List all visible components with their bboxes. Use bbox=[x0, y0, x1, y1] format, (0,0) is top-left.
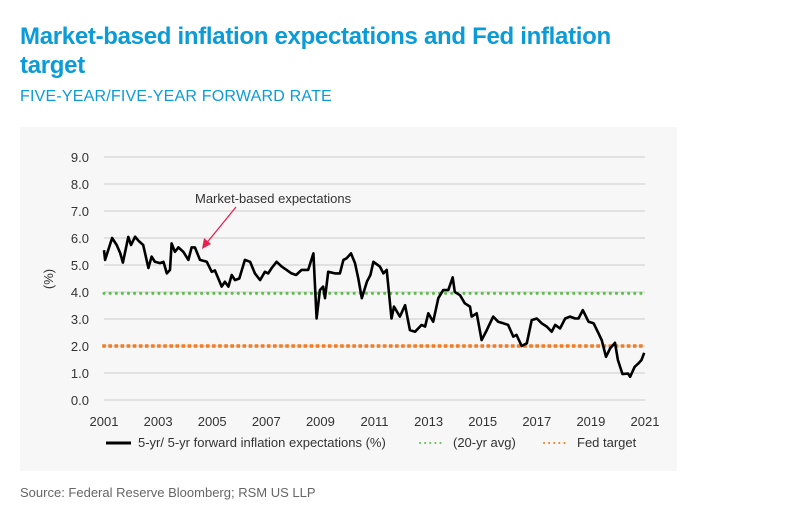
x-tick-label: 2013 bbox=[414, 414, 443, 429]
annotation-label: Market-based expectations bbox=[195, 191, 352, 206]
chart-svg: 0.0 1.0 2.0 3.0 4.0 5.0 6.0 7.0 8.0 9.0 2001 2003 2… bbox=[41, 150, 660, 450]
y-tick-label: 6.0 bbox=[71, 231, 89, 246]
source-note: Source: Federal Reserve Bloomberg; RSM U… bbox=[20, 485, 316, 500]
y-axis-label: (%) bbox=[41, 269, 56, 289]
x-tick-label: 2001 bbox=[90, 414, 119, 429]
annotation-arrowhead bbox=[202, 238, 211, 249]
y-tick-label: 5.0 bbox=[71, 258, 89, 273]
y-tick-label: 8.0 bbox=[71, 177, 89, 192]
x-tick-label: 2019 bbox=[576, 414, 605, 429]
y-tick-label: 0.0 bbox=[71, 393, 89, 408]
legend-label-avg: (20-yr avg) bbox=[453, 435, 516, 450]
series-line bbox=[102, 235, 646, 379]
annotation-arrow bbox=[204, 206, 237, 246]
y-tick-label: 3.0 bbox=[71, 312, 89, 327]
x-tick-label: 2005 bbox=[198, 414, 227, 429]
x-tick-label: 2007 bbox=[252, 414, 281, 429]
legend: 5-yr/ 5-yr forward inflation expectation… bbox=[106, 435, 637, 450]
x-tick-label: 2017 bbox=[522, 414, 551, 429]
legend-label-target: Fed target bbox=[577, 435, 637, 450]
y-tick-label: 2.0 bbox=[71, 339, 89, 354]
y-tick-label: 9.0 bbox=[71, 150, 89, 165]
x-tick-label: 2015 bbox=[468, 414, 497, 429]
chart-subtitle: FIVE-YEAR/FIVE-YEAR FORWARD RATE bbox=[20, 88, 332, 105]
x-tick-label: 2009 bbox=[306, 414, 335, 429]
chart-title: Market-based inflation expectations and … bbox=[20, 23, 611, 79]
y-tick-label: 1.0 bbox=[71, 366, 89, 381]
legend-label-series: 5-yr/ 5-yr forward inflation expectation… bbox=[138, 435, 386, 450]
x-tick-label: 2011 bbox=[361, 414, 389, 429]
y-tick-label: 7.0 bbox=[71, 204, 89, 219]
x-tick-label: 2003 bbox=[144, 414, 173, 429]
y-tick-label: 4.0 bbox=[71, 285, 89, 300]
chart-panel: 0.0 1.0 2.0 3.0 4.0 5.0 6.0 7.0 8.0 9.0 2001 2003 2… bbox=[20, 127, 677, 471]
x-tick-label: 2021 bbox=[631, 414, 660, 429]
